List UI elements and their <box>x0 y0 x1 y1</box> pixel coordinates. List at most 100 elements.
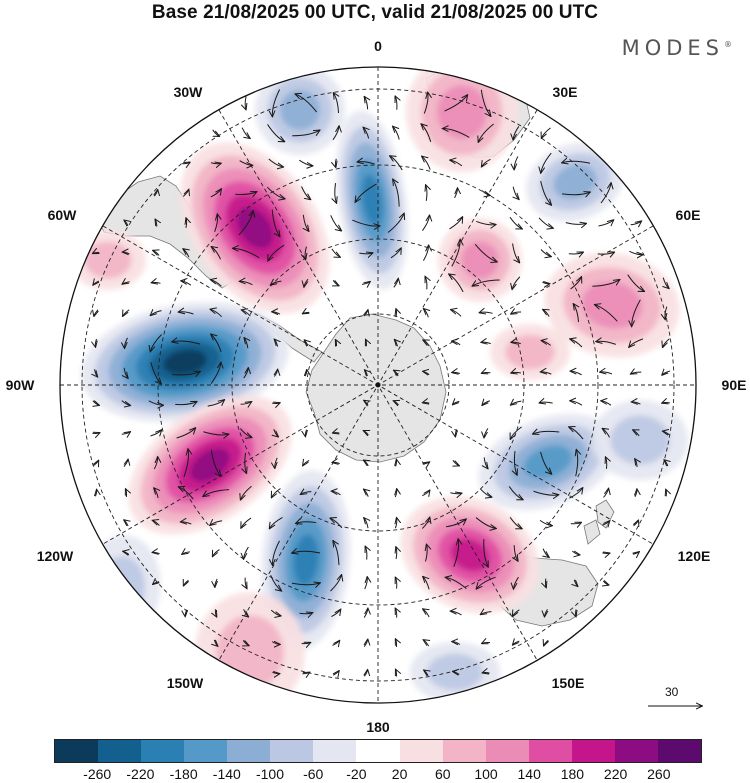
brand-name: MODES <box>621 36 724 60</box>
wind-vector-arrow <box>597 252 614 254</box>
wind-vector-arrow <box>182 162 190 163</box>
colorbar-swatch <box>313 740 357 762</box>
wind-vector-arrow <box>211 247 222 260</box>
wind-vector-arrow <box>126 489 127 497</box>
wind-vector-arrow <box>241 127 250 139</box>
wind-vector-arrow <box>475 517 496 529</box>
colorbar-swatch <box>614 740 658 762</box>
wind-vector-arrow <box>215 609 216 616</box>
wind-vector-arrow <box>629 250 642 254</box>
wind-vector-arrow <box>272 672 279 673</box>
colorbar-swatch <box>356 740 400 762</box>
wind-vector-arrow <box>365 370 368 376</box>
wind-vector-arrow <box>540 180 552 205</box>
wind-vector-arrow <box>514 156 519 169</box>
wind-vector-arrow <box>453 401 460 404</box>
wind-vector-arrow <box>245 452 247 473</box>
wind-vector-arrow <box>387 214 404 233</box>
negative-anomaly-contour <box>163 349 207 375</box>
wind-vector-arrow <box>179 312 194 315</box>
wind-vector-arrow <box>484 457 488 468</box>
wind-vector-arrow <box>542 282 549 283</box>
wind-vector-arrow <box>124 220 128 226</box>
lon-label-0: 0 <box>374 38 382 54</box>
wind-vector-arrow <box>452 341 461 346</box>
wind-vector-arrow <box>241 517 252 528</box>
wind-vector-arrow <box>425 544 427 562</box>
wind-vector-arrow <box>513 641 520 645</box>
wind-vector-arrow <box>150 334 162 351</box>
wind-vector-arrow <box>268 244 285 261</box>
wind-vector-arrow <box>390 156 403 171</box>
wind-vector-arrow <box>123 252 130 254</box>
wind-vector-arrow <box>183 449 188 478</box>
wind-vector-arrow <box>330 575 341 592</box>
wind-vector-arrow <box>182 190 188 197</box>
positive-anomaly-contour <box>236 207 274 249</box>
wind-vector-arrow <box>538 217 553 228</box>
wind-vector-arrow <box>123 310 130 316</box>
wind-vector-arrow <box>181 522 192 524</box>
wind-vector-arrow <box>364 431 369 435</box>
wind-vector-arrow <box>272 312 281 314</box>
wind-vector-arrow <box>179 487 194 500</box>
wind-vector-arrow <box>212 129 220 136</box>
wind-vector-arrow <box>511 372 521 373</box>
wind-vector-arrow <box>270 609 281 616</box>
wind-vector-arrow <box>394 370 398 375</box>
wind-vector-arrow <box>291 583 320 585</box>
wind-vector-arrow <box>185 609 187 617</box>
wind-vector-arrow <box>570 371 582 376</box>
wind-vector-arrow <box>478 123 494 142</box>
negative-anomaly-contour <box>610 415 670 465</box>
negative-anomaly-contour <box>523 445 573 479</box>
wind-vector-arrow <box>395 489 397 498</box>
wind-vector-arrow <box>364 670 367 677</box>
wind-vector-arrow <box>481 342 491 344</box>
wind-vector-arrow <box>364 97 367 110</box>
wind-vector-arrow <box>395 518 396 529</box>
wind-vector-arrow <box>336 340 337 346</box>
wind-vector-arrow <box>211 280 222 287</box>
negative-anomaly-contour <box>553 164 597 200</box>
colorbar-swatch <box>485 740 529 762</box>
wind-vector-arrow <box>513 186 519 200</box>
wind-vector-arrow <box>395 608 396 618</box>
wind-vector-arrow <box>274 429 278 437</box>
wind-vector-arrow <box>539 402 553 403</box>
wind-vector-arrow <box>561 192 590 195</box>
wind-vector-arrow <box>214 640 217 646</box>
wind-vector-arrow <box>453 459 459 465</box>
wind-vector-arrow <box>361 282 370 285</box>
wind-vector-arrow <box>183 249 189 258</box>
wind-vector-arrow <box>451 240 460 267</box>
wind-vector-arrow <box>95 338 96 347</box>
lon-label-150w: 150W <box>167 675 204 691</box>
antarctica-landmass <box>305 313 447 463</box>
wind-vector-arrow <box>395 577 396 589</box>
wind-vector-arrow <box>305 370 307 377</box>
map-title: Base 21/08/2025 00 UTC, valid 21/08/2025… <box>151 2 599 23</box>
wind-vector-arrow <box>395 340 398 347</box>
lon-label-120e: 120E <box>678 548 711 564</box>
colorbar-tick-label: -100 <box>255 766 285 782</box>
colorbar-swatch <box>528 740 572 762</box>
wind-vector-arrow <box>303 214 308 231</box>
wind-vector-arrow <box>150 311 162 316</box>
wind-vector-arrow <box>172 372 200 375</box>
wind-vector-arrow <box>422 156 431 170</box>
wind-vector-arrow <box>211 334 222 352</box>
wind-vector-arrow <box>511 312 522 314</box>
wind-vector-arrow <box>476 220 496 224</box>
wind-vector-arrow <box>606 457 607 469</box>
wind-vector-arrow <box>423 340 429 347</box>
wind-vector-arrow <box>243 368 249 379</box>
wind-vector-arrow <box>299 159 312 166</box>
wind-vector-arrow <box>274 339 277 347</box>
wind-vector-arrow <box>423 245 428 261</box>
lon-label-180: 180 <box>366 719 390 735</box>
wind-vector-arrow <box>304 278 309 287</box>
wind-vector-arrow <box>239 428 251 438</box>
wind-vector-arrow <box>181 281 192 286</box>
wind-vector-arrow <box>332 462 340 463</box>
